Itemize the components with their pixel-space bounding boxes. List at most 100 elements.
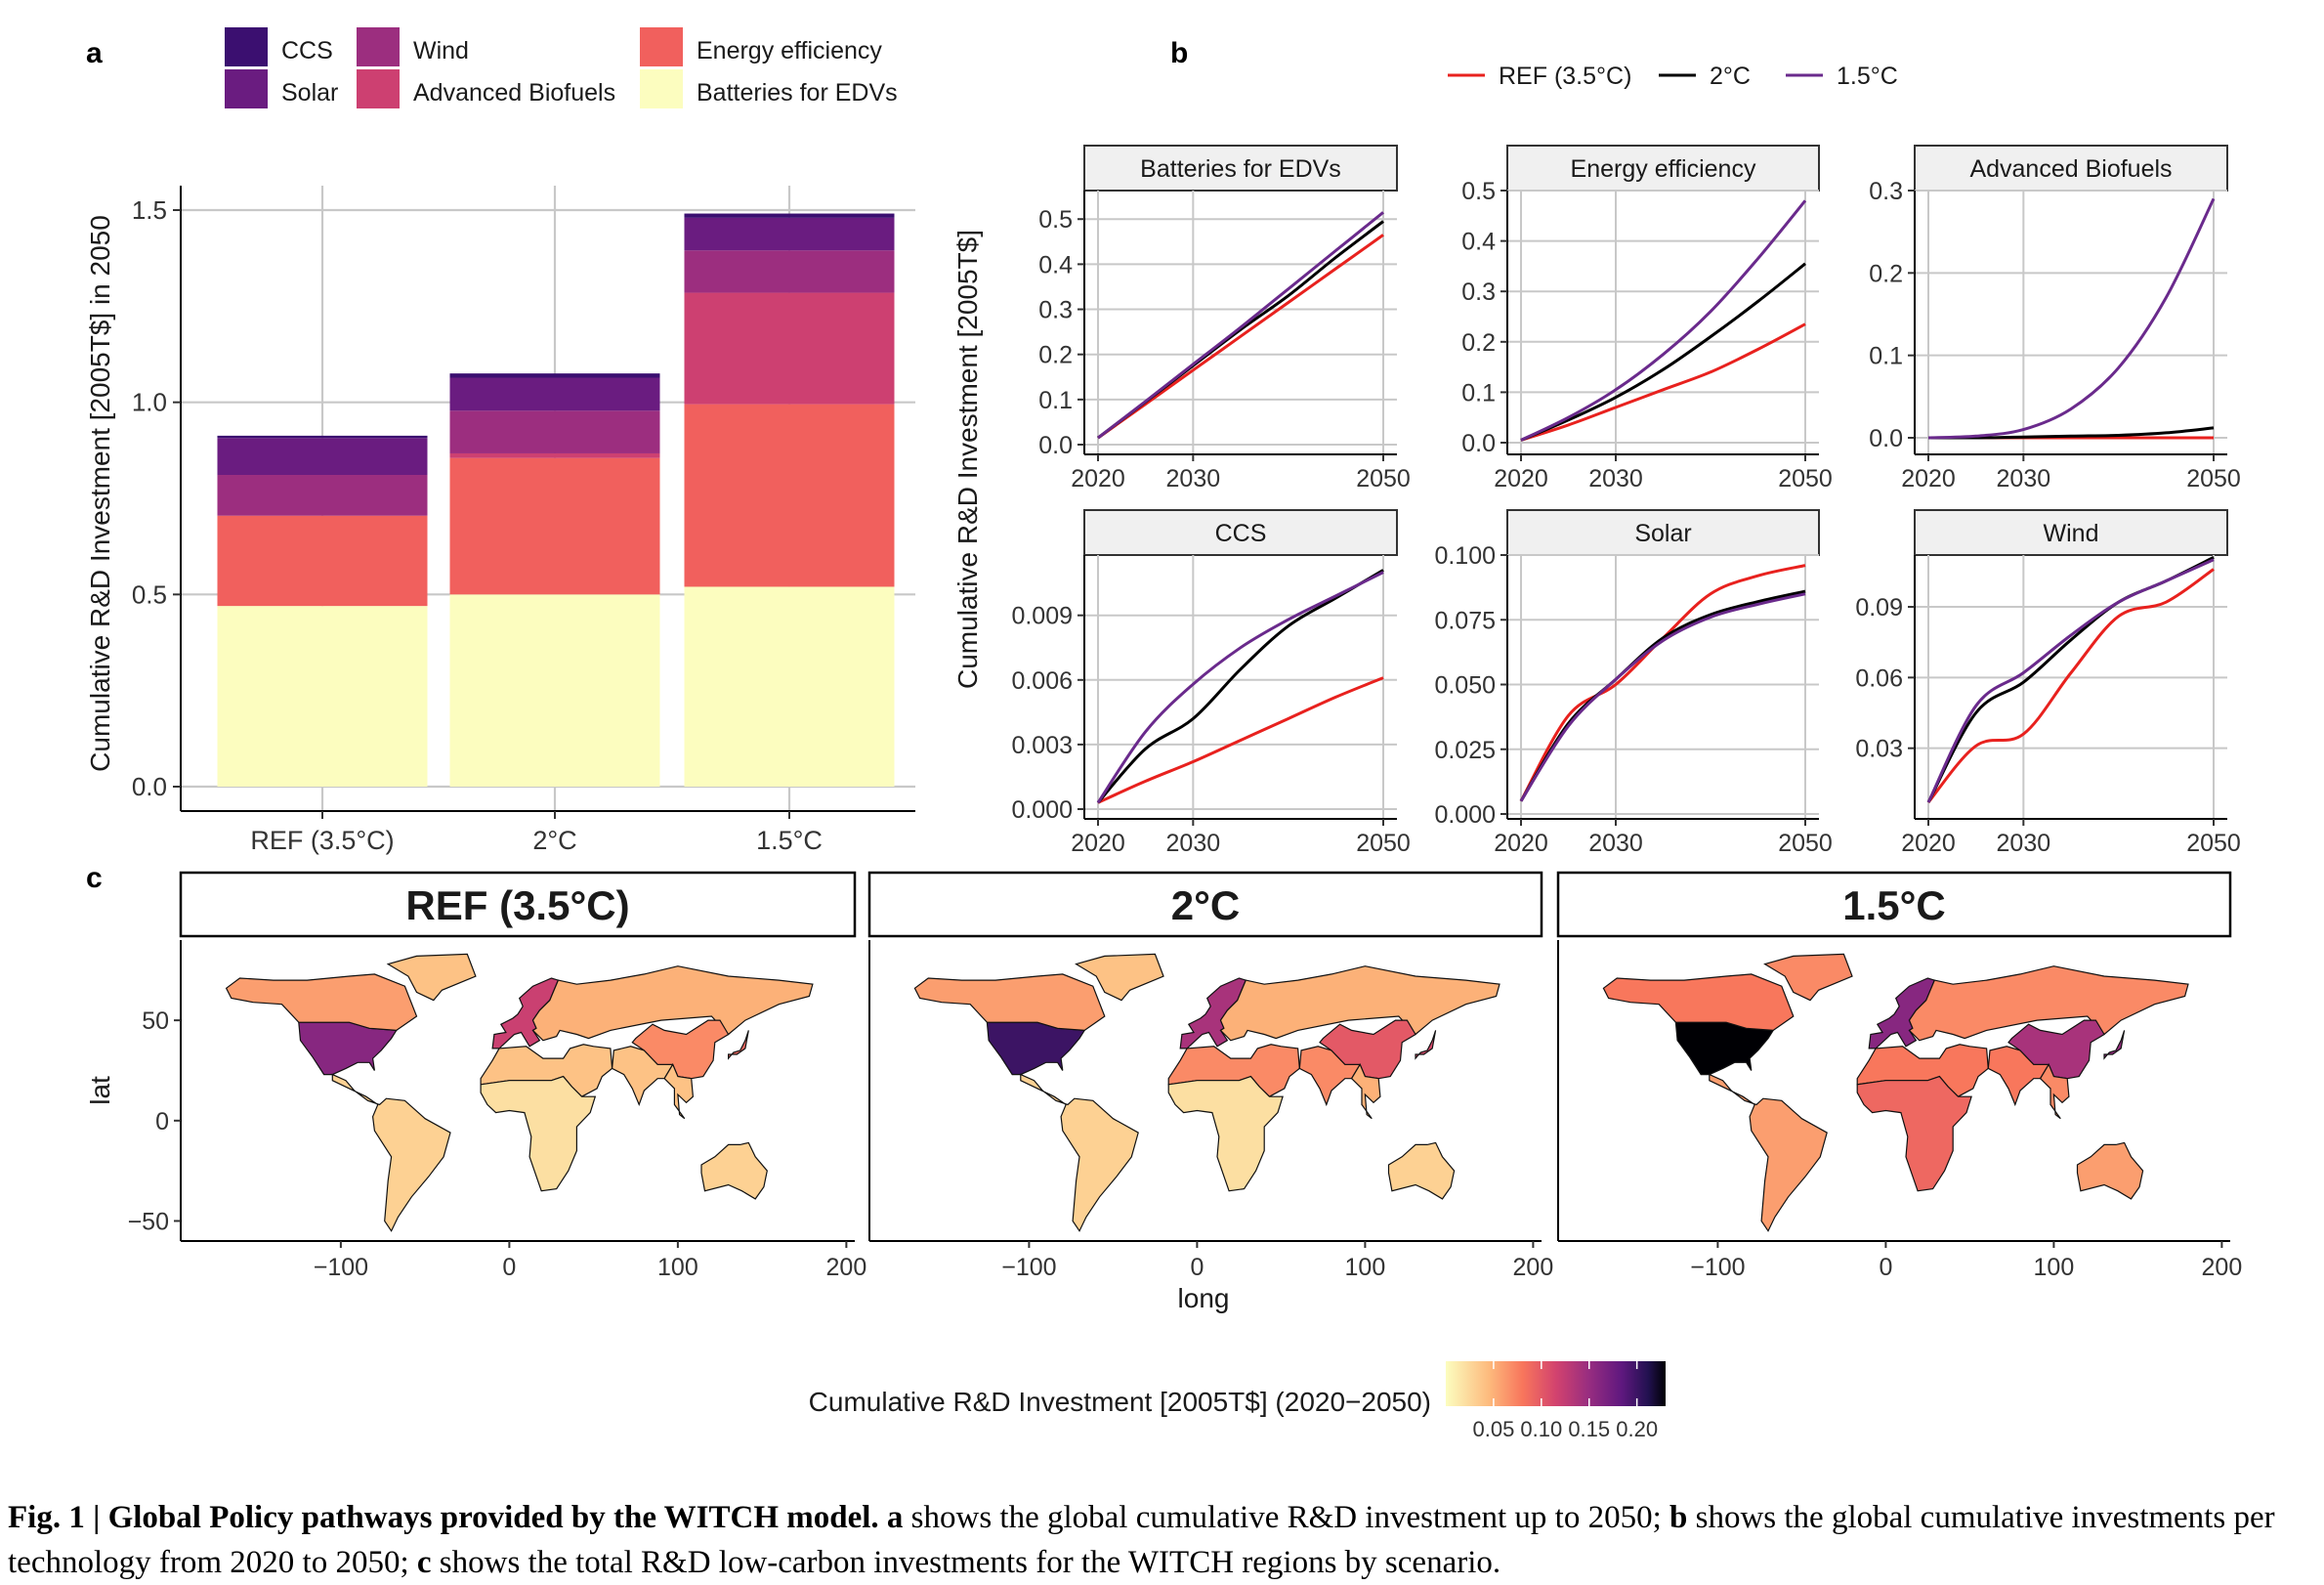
y-tick-label: 0.0 [1038,432,1073,459]
y-tick-label: 0.000 [1434,801,1496,829]
legend-label-1-5-c: 1.5°C [1837,63,1898,90]
map-region-alaska-canada [225,973,418,1032]
legend-label-batteries-for-edvs: Batteries for EDVs [697,79,898,107]
y-tick-label: 0.075 [1434,607,1496,634]
panel-c: c REF (3.5°C) −100 0 100 200 50 0 −50 2°C −100 0 100… [85,862,2242,1441]
facet-title: Batteries for EDVs [1140,155,1341,183]
y-tick-label: 0.1 [1461,379,1496,407]
colorbar-title: Cumulative R&D Investment [2005T$] (2020… [809,1387,1431,1417]
y-tick-label: 0.5 [132,579,167,609]
x-tick-label: 2050 [2186,830,2241,857]
bar-segment-wind [449,410,660,453]
bar-segment-energy-efficiency [449,457,660,595]
bar-segment-wind [684,250,895,293]
x-tick-label: 2030 [1588,830,1643,857]
x-tick-label: 200 [826,1254,867,1281]
x-tick-label: 2020 [1901,465,1956,493]
legend-swatch-ccs [225,27,268,66]
series-line-2-c [1519,589,1806,802]
y-tick-label: 0 [155,1108,169,1135]
panel-b-label: b [1170,37,1188,69]
x-tick-label: 200 [2202,1254,2243,1281]
y-tick-label: 0.0 [1461,430,1496,457]
bar-segment-batteries-for-edvs [684,586,895,787]
map-region-east-asia [727,1030,749,1060]
caption-label: Fig. 1 | Global Policy pathways provided… [8,1500,879,1535]
map-region-alaska-canada [1602,973,1795,1032]
x-tick-label: 100 [657,1254,698,1281]
colorbar-tick-label: 0.10 [1520,1417,1562,1441]
map-region-oceania [700,1141,768,1200]
x-tick-label: 2050 [1778,465,1833,493]
bar-segment-solar [449,377,660,411]
y-tick-label: 0.0 [1869,425,1903,452]
legend-label-ccs: CCS [281,37,333,64]
bar-segment-solar [684,217,895,251]
caption-b-text: shows the global cumulative investments … [8,1500,2275,1580]
series-line-2-c [1520,262,1806,442]
series-line-1-5-c [1097,211,1384,440]
panel-a-label: a [86,37,103,69]
panel-a-y-axis-title: Cumulative R&D Investment [2005T$] in 20… [85,215,115,772]
x-tick-label: 2030 [1166,830,1221,857]
legend-label-advanced-biofuels: Advanced Biofuels [413,79,615,107]
facet-strip [1506,509,1820,556]
x-tick-label: 2°C [532,826,576,855]
series-line-ref-3-5-c [1097,234,1384,440]
caption-c-text: shows the total R&D low-carbon investmen… [439,1545,1501,1580]
series-line-1-5-c [1926,558,2215,803]
x-tick-label: 2030 [1997,830,2051,857]
y-tick-label: 0.050 [1434,672,1496,700]
bar-segment-energy-efficiency [217,515,428,607]
map-region-oceania [1387,1141,1456,1200]
map-region-latin-america [331,1073,451,1232]
series-line-2-c [1926,556,2215,803]
map-region-east-asia [2103,1030,2126,1060]
series-line-ref-3-5-c [1097,676,1384,804]
y-tick-label: −50 [128,1208,169,1235]
map-region-southeast-asia [663,1062,695,1120]
legend-swatch-wind [357,27,400,66]
x-tick-label: 100 [1345,1254,1386,1281]
legend-label-2-c: 2°C [1710,63,1751,90]
map-region-eastern-europe-russia [1908,965,2189,1042]
colorbar-tick-label: 0.15 [1568,1417,1610,1441]
map-region-latin-america [1020,1073,1139,1232]
figure-canvas: a CCS Solar Wind Advanced Biofuels Energy eff… [85,27,2242,1441]
map-region-southeast-asia [2039,1062,2070,1120]
map-region-north-america [298,1021,398,1076]
x-tick-label: 0 [502,1254,516,1281]
map-facet-2-c: 2°C −100 0 100 200 [867,871,1553,1281]
facet-title: Wind [2044,520,2099,547]
map-region-greenland [1075,953,1164,1002]
map-region-north-america [1674,1021,1775,1076]
facet-batteries-for-edvs: Batteries for EDVs 0.0 0.1 0.2 0.3 0.4 0.5 2020… [1038,145,1411,493]
map-region-latin-america [1709,1073,1828,1232]
caption-a-letter: a [886,1500,904,1535]
colorbar-tick-label: 0.20 [1616,1417,1658,1441]
x-tick-label: 2020 [1494,465,1548,493]
y-tick-label: 0.2 [1461,329,1496,357]
x-tick-label: 2050 [1356,830,1411,857]
map-strip-title: 2°C [1171,882,1241,928]
y-tick-label: 0.025 [1434,737,1496,764]
y-tick-label: 0.000 [1011,796,1073,824]
facet-solar: Solar 0.000 0.025 0.050 0.075 0.100 2020 2030 20… [1434,509,1833,857]
map-strip-title: 1.5°C [1842,882,1946,928]
map-region-eastern-europe-russia [1219,965,1500,1042]
bar-segment-batteries-for-edvs [217,606,428,787]
map-strip-title: REF (3.5°C) [405,882,629,928]
map-region-sub-saharan-africa [1167,1075,1284,1192]
legend-swatch-solar [225,69,268,108]
series-line-2-c [1096,569,1384,804]
legend-label-wind: Wind [413,37,469,64]
map-strip [867,871,1543,938]
panel-b-legend: REF (3.5°C) 2°C 1.5°C [1448,63,1898,90]
y-tick-label: 0.009 [1011,603,1073,630]
facet-wind: Wind 0.03 0.06 0.09 2020 2030 2050 [1855,509,2241,857]
y-tick-label: 0.5 [1461,178,1496,205]
y-tick-label: 0.003 [1011,732,1073,759]
panel-b-y-axis-title: Cumulative R&D Investment [2005T$] [952,230,983,689]
legend-label-solar: Solar [281,79,338,107]
y-tick-label: 0.006 [1011,667,1073,695]
